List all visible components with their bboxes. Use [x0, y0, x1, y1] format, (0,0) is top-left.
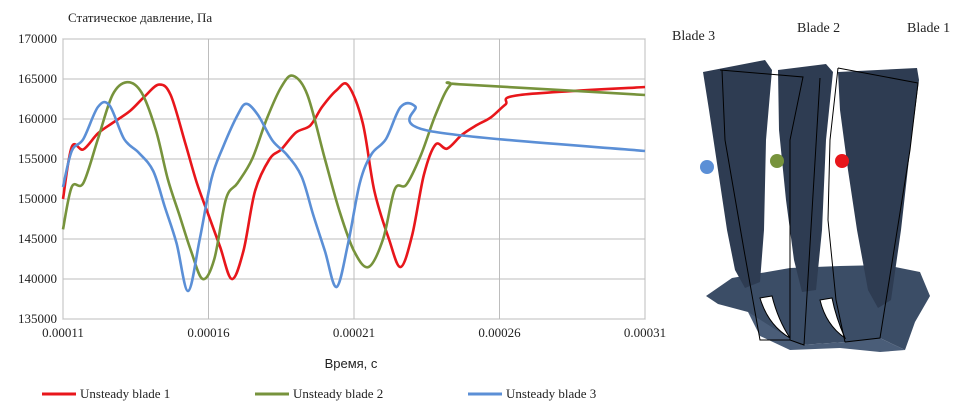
y-tick-label: 165000 — [18, 71, 57, 86]
blade-illustration: Blade 3 Blade 2 Blade 1 — [672, 21, 950, 352]
probe-marker — [835, 154, 849, 168]
legend-label: Unsteady blade 2 — [293, 386, 383, 401]
x-tick-label: 0.00021 — [333, 325, 375, 340]
y-tick-label: 145000 — [18, 231, 57, 246]
y-tick-label: 135000 — [18, 311, 57, 326]
x-tick-labels: 0.00011 0.00016 0.00021 0.00026 0.00031 — [42, 325, 666, 340]
y-axis-title: Статическое давление, Па — [68, 10, 212, 25]
y-tick-label: 140000 — [18, 271, 57, 286]
legend-label: Unsteady blade 3 — [506, 386, 596, 401]
hub-edge — [748, 312, 905, 352]
blade-labels: Blade 3 Blade 2 Blade 1 — [672, 21, 950, 44]
series-lines — [61, 74, 646, 293]
airfoil-section-2 — [819, 297, 847, 340]
series-line-2 — [61, 74, 646, 281]
probe-markers — [700, 154, 849, 174]
blade-3-surface — [703, 60, 772, 288]
y-tick-label: 150000 — [18, 191, 57, 206]
x-tick-label: 0.00011 — [42, 325, 84, 340]
x-tick-label: 0.00031 — [624, 325, 666, 340]
blade-2-surface — [778, 64, 833, 292]
probe-marker — [700, 160, 714, 174]
y-tick-label: 160000 — [18, 111, 57, 126]
legend-label: Unsteady blade 1 — [80, 386, 170, 401]
y-tick-label: 155000 — [18, 151, 57, 166]
domain-outline-right — [827, 67, 919, 343]
y-tick-label: 170000 — [18, 31, 57, 46]
x-tick-label: 0.00016 — [187, 325, 230, 340]
blade-label-3: Blade 3 — [672, 29, 715, 44]
x-axis-title: Время, с — [325, 356, 378, 371]
x-tick-label: 0.00026 — [478, 325, 521, 340]
domain-outline-left — [719, 69, 821, 346]
plot-area — [61, 38, 646, 320]
blade-label-1: Blade 1 — [907, 21, 950, 36]
series-line-3 — [61, 100, 646, 293]
probe-marker — [770, 154, 784, 168]
blade-label-2: Blade 2 — [797, 21, 840, 36]
blade-1-surface — [838, 68, 919, 308]
legend: Unsteady blade 1 Unsteady blade 2 Unsteady… — [42, 386, 596, 401]
y-tick-labels: 135000 140000 145000 150000 155000 160000 1650… — [18, 31, 57, 326]
